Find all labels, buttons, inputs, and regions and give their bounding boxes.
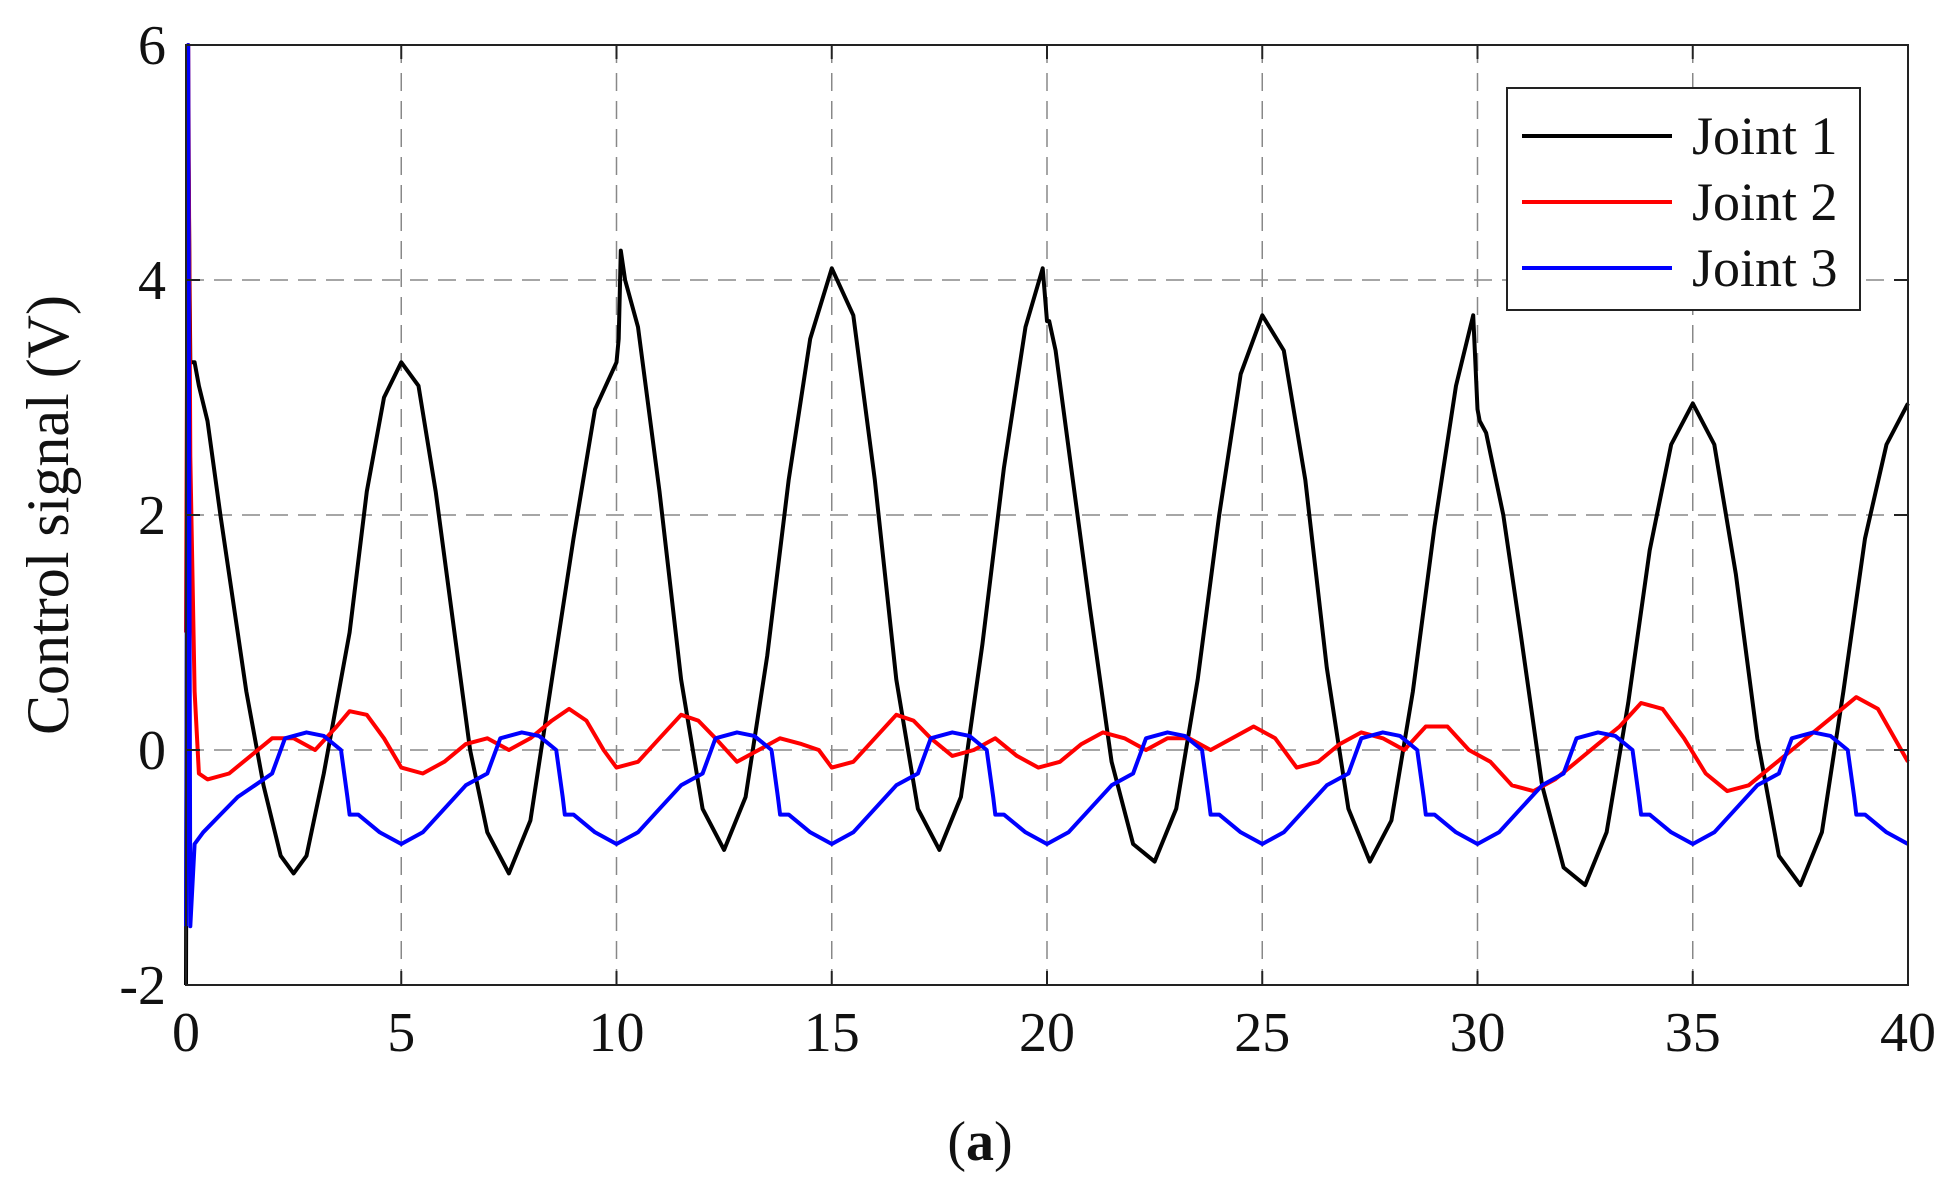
series-line-joint-3	[184, 43, 1909, 929]
x-tick-label: 10	[589, 1002, 645, 1064]
series-line-joint-1	[184, 125, 1910, 986]
x-tick-label: 40	[1880, 1002, 1936, 1064]
x-tick-label: 30	[1450, 1002, 1506, 1064]
y-axis-label: Control signal (V)	[15, 295, 81, 735]
y-tick-label: 0	[138, 720, 166, 782]
y-tick-label: 2	[138, 485, 166, 547]
figure-caption: (a)	[0, 1110, 1960, 1174]
legend-label-3: Joint 3	[1692, 238, 1838, 298]
legend-label-1: Joint 1	[1692, 106, 1838, 166]
x-tick-label: 5	[387, 1002, 415, 1064]
series-lines	[184, 43, 1910, 986]
y-tick-label: -2	[119, 955, 166, 1017]
axis-ticks	[185, 44, 1909, 986]
caption-letter: a	[966, 1111, 994, 1173]
legend-label-2: Joint 2	[1692, 172, 1838, 232]
caption-close: )	[994, 1111, 1013, 1173]
x-tick-label: 15	[804, 1002, 860, 1064]
x-tick-label: 25	[1234, 1002, 1290, 1064]
caption-open: (	[947, 1111, 966, 1173]
y-tick-label: 6	[138, 15, 166, 77]
x-tick-label: 35	[1665, 1002, 1721, 1064]
x-tick-label: 20	[1019, 1002, 1075, 1064]
series-line-joint-2	[184, 43, 1910, 794]
legend-box	[1506, 87, 1861, 311]
x-tick-label: 0	[172, 1002, 200, 1064]
y-tick-label: 4	[138, 250, 166, 312]
